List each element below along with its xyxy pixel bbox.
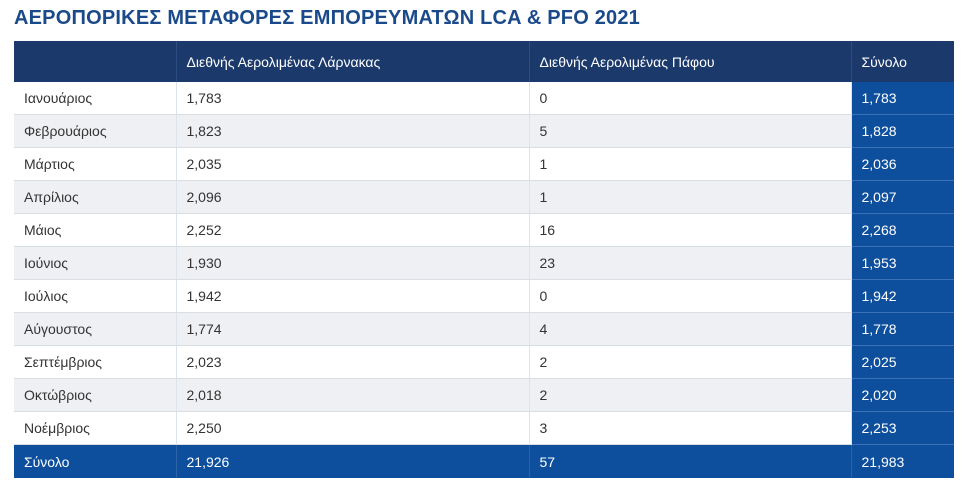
total-cell: 2,020 [851, 378, 954, 412]
table-row: Φεβρουάριος 1,823 5 1,828 [14, 114, 954, 148]
page-title: ΑΕΡΟΠΟΡΙΚΕΣ ΜΕΤΑΦΟΡΕΣ ΕΜΠΟΡΕΥΜΑΤΩΝ LCA &… [14, 7, 641, 29]
paphos-cell: 4 [529, 312, 852, 346]
table-row: Αύγουστος 1,774 4 1,778 [14, 312, 954, 346]
paphos-cell: 5 [529, 114, 852, 148]
table-header: Διεθνής Αερολιμένας Λάρνακας Διεθνής Αερ… [14, 41, 954, 82]
footer-paphos-total: 57 [529, 444, 852, 478]
table-footer: Σύνολο 21,926 57 21,983 [14, 444, 954, 478]
larnaca-cell: 2,096 [176, 180, 530, 214]
paphos-cell: 3 [529, 411, 852, 445]
paphos-cell: 2 [529, 378, 852, 412]
table-row: Απρίλιος 2,096 1 2,097 [14, 180, 954, 214]
paphos-cell: 1 [529, 180, 852, 214]
total-cell: 1,953 [851, 246, 954, 280]
month-cell: Μάρτιος [14, 147, 177, 181]
total-cell: 2,253 [851, 411, 954, 445]
footer-grand-total: 21,983 [851, 444, 954, 478]
table-body: Ιανουάριος 1,783 0 1,783 Φεβρουάριος 1,823 5 1,… [14, 82, 954, 445]
larnaca-cell: 2,250 [176, 411, 530, 445]
month-cell: Ιούνιος [14, 246, 177, 280]
month-cell: Νοέμβριος [14, 411, 177, 445]
table-row: Μάρτιος 2,035 1 2,036 [14, 147, 954, 181]
total-cell: 1,828 [851, 114, 954, 148]
paphos-cell: 1 [529, 147, 852, 181]
total-cell: 1,783 [851, 82, 954, 115]
table-row: Μάιος 2,252 16 2,268 [14, 213, 954, 247]
total-cell: 2,097 [851, 180, 954, 214]
month-cell: Απρίλιος [14, 180, 177, 214]
larnaca-cell: 2,018 [176, 378, 530, 412]
month-cell: Οκτώβριος [14, 378, 177, 412]
table-row: Ιούλιος 1,942 0 1,942 [14, 279, 954, 313]
month-cell: Ιανουάριος [14, 82, 177, 115]
header-month [14, 41, 177, 82]
paphos-cell: 0 [529, 82, 852, 115]
larnaca-cell: 1,783 [176, 82, 530, 115]
larnaca-cell: 1,823 [176, 114, 530, 148]
header-larnaca: Διεθνής Αερολιμένας Λάρνακας [176, 41, 530, 82]
total-cell: 1,942 [851, 279, 954, 313]
month-cell: Αύγουστος [14, 312, 177, 346]
larnaca-cell: 2,023 [176, 345, 530, 379]
footer-label: Σύνολο [14, 444, 177, 478]
paphos-cell: 2 [529, 345, 852, 379]
month-cell: Σεπτέμβριος [14, 345, 177, 379]
month-cell: Μάιος [14, 213, 177, 247]
table-row: Νοέμβριος 2,250 3 2,253 [14, 411, 954, 445]
table-row: Οκτώβριος 2,018 2 2,020 [14, 378, 954, 412]
header-row: Διεθνής Αερολιμένας Λάρνακας Διεθνής Αερ… [14, 41, 954, 82]
total-cell: 2,268 [851, 213, 954, 247]
cargo-table: Διεθνής Αερολιμένας Λάρνακας Διεθνής Αερ… [14, 41, 954, 478]
month-cell: Ιούλιος [14, 279, 177, 313]
paphos-cell: 16 [529, 213, 852, 247]
month-cell: Φεβρουάριος [14, 114, 177, 148]
header-paphos: Διεθνής Αερολιμένας Πάφου [529, 41, 852, 82]
total-cell: 1,778 [851, 312, 954, 346]
table-row: Ιούνιος 1,930 23 1,953 [14, 246, 954, 280]
total-cell: 2,036 [851, 147, 954, 181]
header-total: Σύνολο [851, 41, 954, 82]
total-cell: 2,025 [851, 345, 954, 379]
larnaca-cell: 1,942 [176, 279, 530, 313]
footer-larnaca-total: 21,926 [176, 444, 530, 478]
table-row: Σεπτέμβριος 2,023 2 2,025 [14, 345, 954, 379]
larnaca-cell: 2,035 [176, 147, 530, 181]
paphos-cell: 23 [529, 246, 852, 280]
larnaca-cell: 1,930 [176, 246, 530, 280]
footer-row: Σύνολο 21,926 57 21,983 [14, 444, 954, 478]
larnaca-cell: 1,774 [176, 312, 530, 346]
larnaca-cell: 2,252 [176, 213, 530, 247]
paphos-cell: 0 [529, 279, 852, 313]
table-row: Ιανουάριος 1,783 0 1,783 [14, 82, 954, 115]
